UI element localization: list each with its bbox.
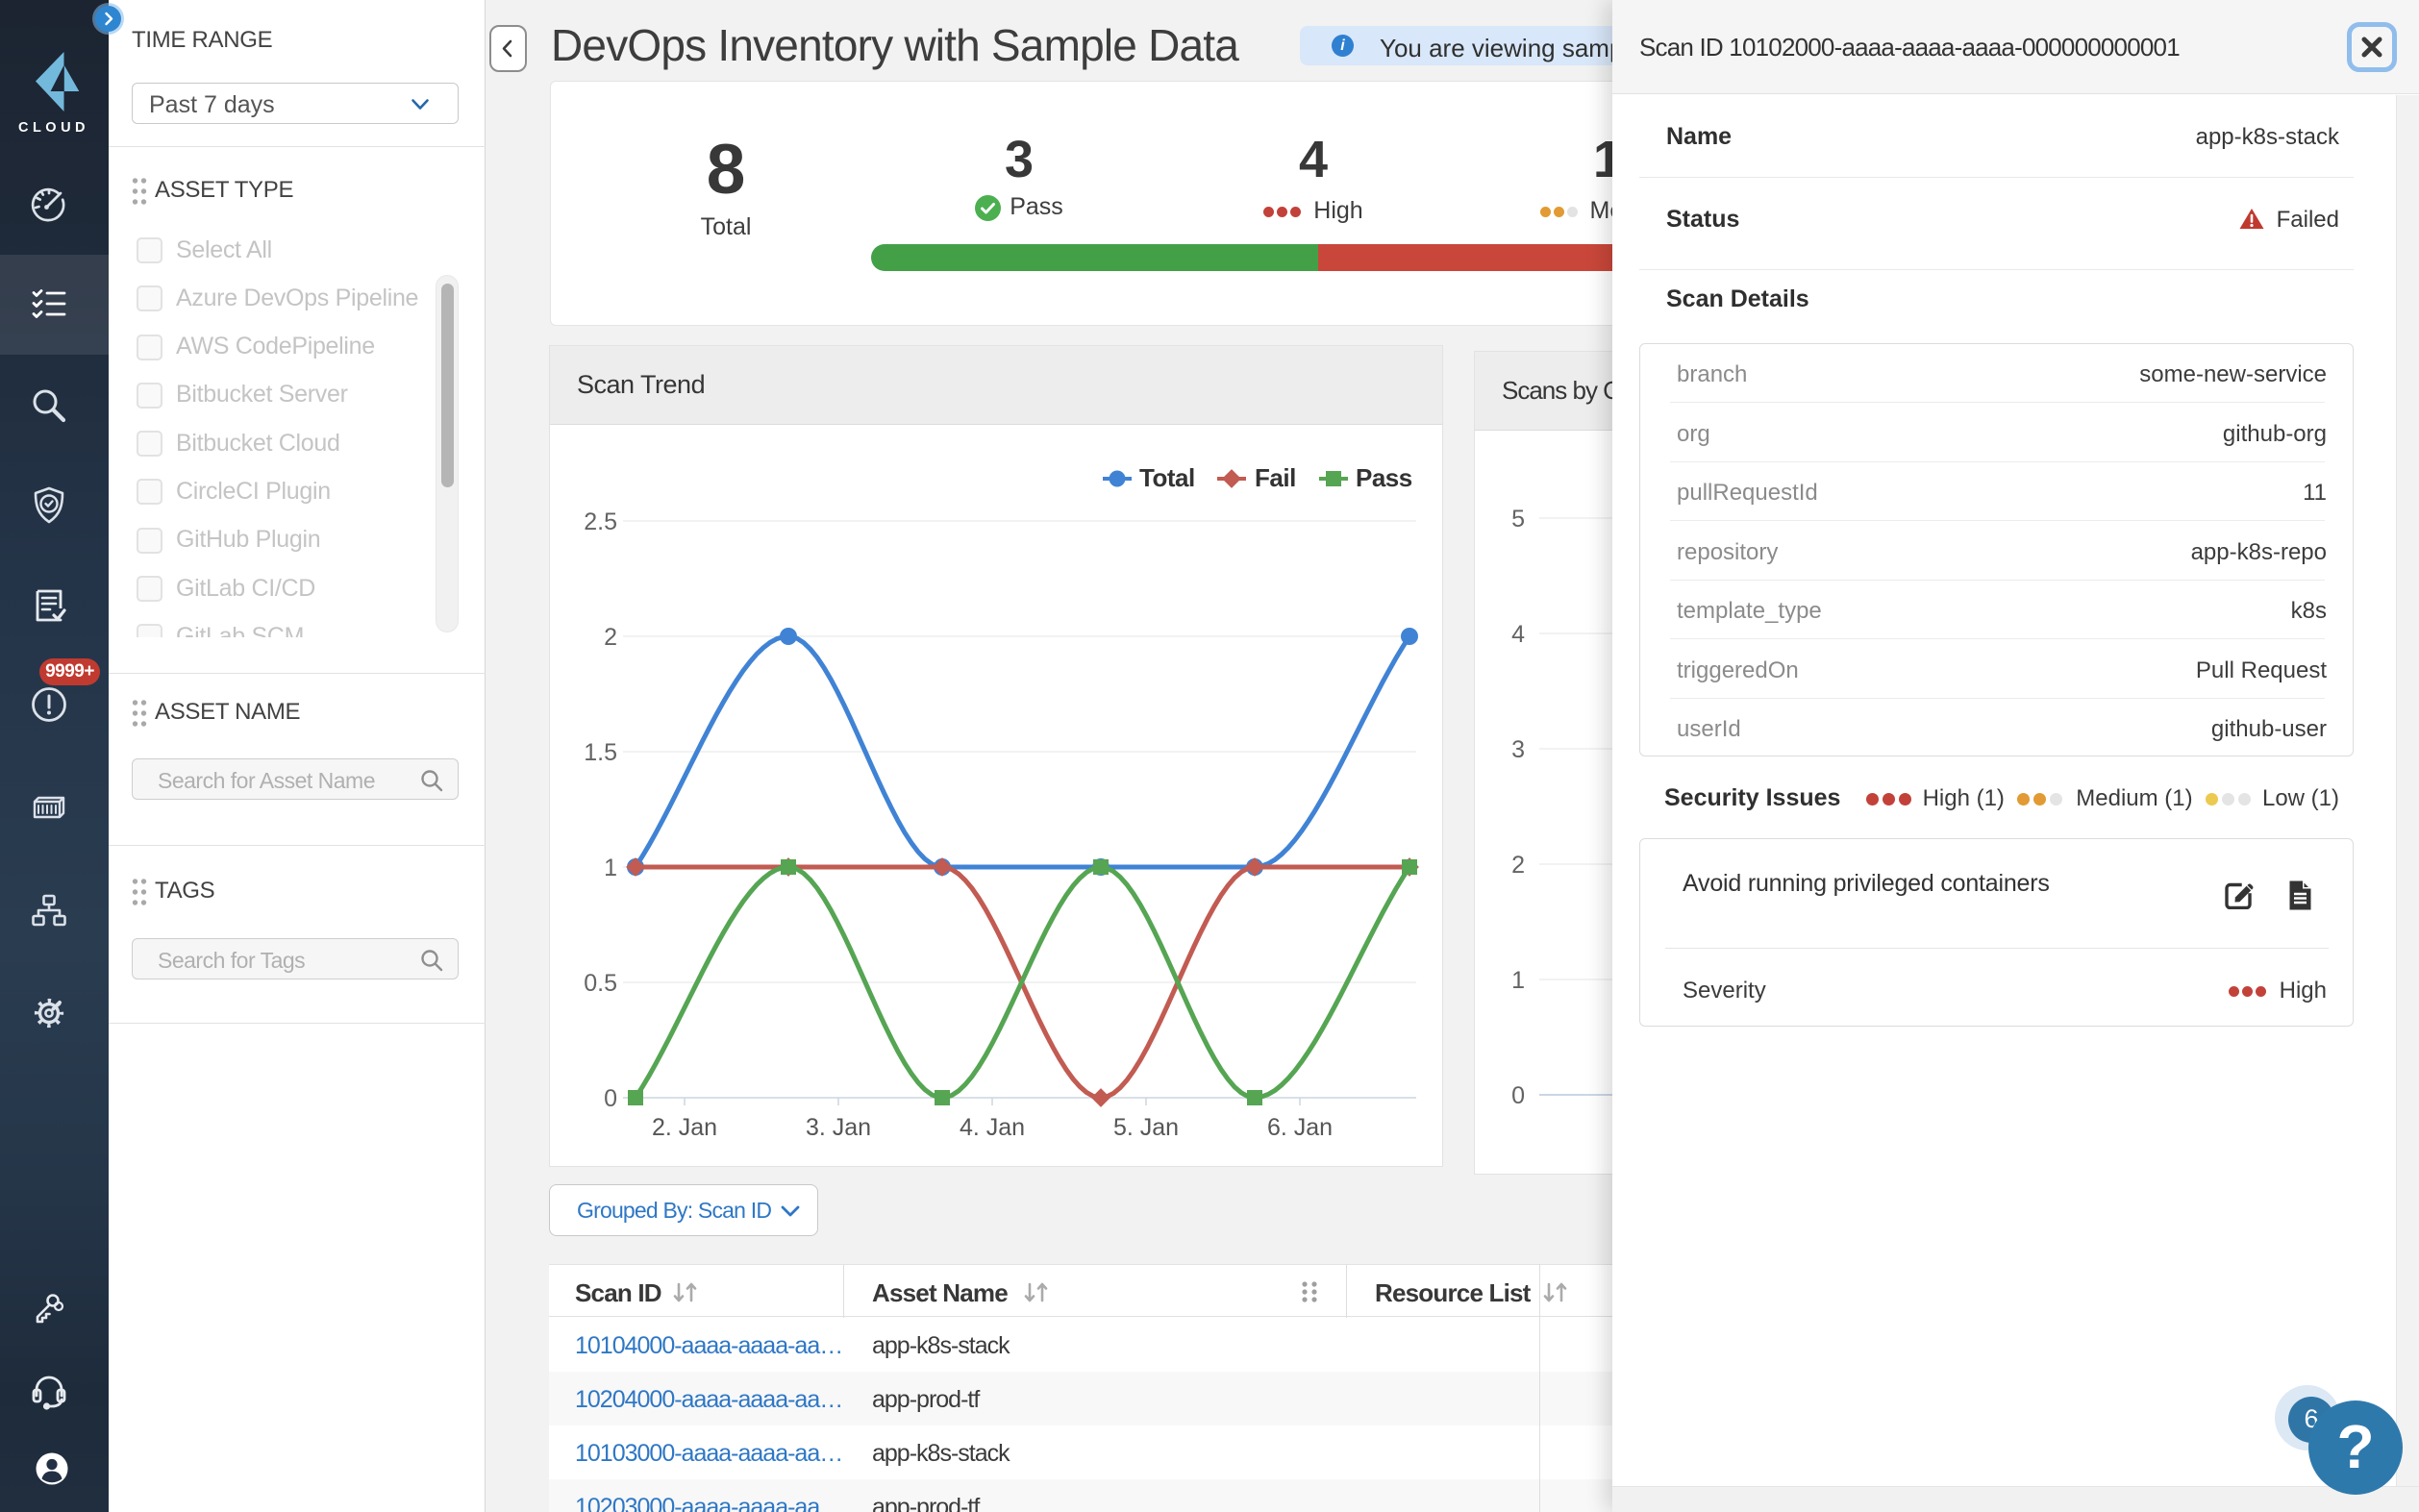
svg-text:4. Jan: 4. Jan (960, 1114, 1025, 1141)
svg-text:2.5: 2.5 (584, 508, 617, 535)
svg-text:1.5: 1.5 (584, 739, 617, 766)
svg-text:4: 4 (1511, 621, 1525, 648)
svg-text:0: 0 (604, 1085, 617, 1112)
svg-text:6. Jan: 6. Jan (1267, 1114, 1333, 1141)
svg-text:0: 0 (1511, 1082, 1525, 1109)
svg-text:1: 1 (1511, 967, 1525, 994)
svg-text:Total: Total (1139, 463, 1195, 492)
svg-text:CLOUD: CLOUD (18, 120, 89, 136)
svg-text:2: 2 (1511, 852, 1525, 879)
svg-text:5. Jan: 5. Jan (1113, 1114, 1179, 1141)
svg-text:Pass: Pass (1356, 463, 1412, 492)
svg-text:0.5: 0.5 (584, 970, 617, 997)
svg-text:2. Jan: 2. Jan (652, 1114, 717, 1141)
svg-text:5: 5 (1511, 506, 1525, 533)
svg-text:1: 1 (604, 855, 617, 881)
svg-text:3. Jan: 3. Jan (806, 1114, 871, 1141)
svg-text:2: 2 (604, 624, 617, 651)
svg-text:3: 3 (1511, 736, 1525, 763)
svg-text:Fail: Fail (1255, 463, 1296, 492)
